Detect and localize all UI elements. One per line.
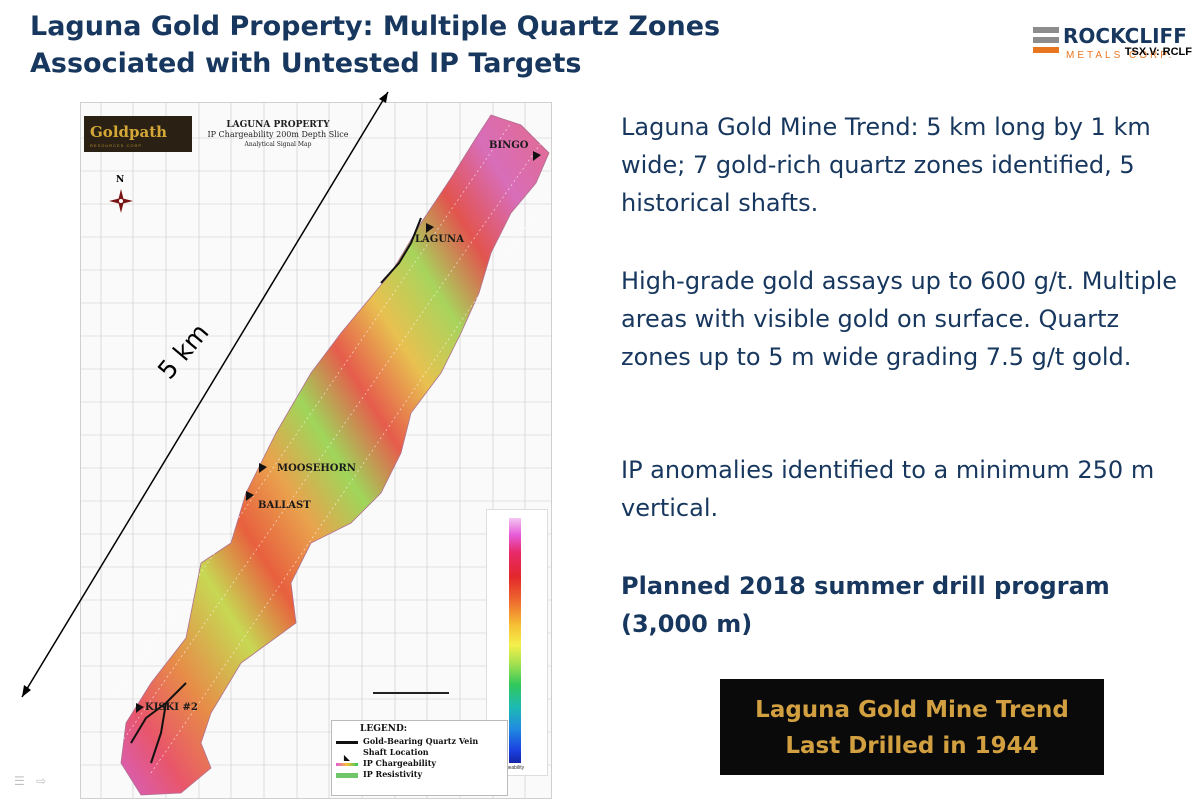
last-drilled-banner: Laguna Gold Mine Trend Last Drilled in 1… [720,679,1104,775]
legend-charge-label: IP Chargeability [363,758,437,768]
ticker-symbol: TSX.V: RCLF [1124,46,1192,58]
label-ballast: BALLAST [258,500,311,511]
legend-charge: IP Chargeability [336,758,436,769]
logo-name: ROCKCLIFF [1063,24,1187,48]
map-title-line3: Analytical Signal Map [244,141,312,148]
goldpath-logo-sub: RESOURCES CORP. [90,143,144,148]
shaft-markers [136,151,541,713]
legend-shaft-label: Shaft Location [363,747,429,757]
label-kiski: KISKI #2 [145,702,198,713]
paragraph-mine-trend: Laguna Gold Mine Trend: 5 km long by 1 k… [621,113,1151,217]
legend-shaft: ◣ Shaft Location [343,747,429,762]
map-title-line2: IP Chargeability 200m Depth Slice [207,130,349,139]
slide-title: Laguna Gold Property: Multiple Quartz Zo… [30,8,830,82]
slide-title-line1: Laguna Gold Property: Multiple Quartz Zo… [30,11,721,42]
slide-nav-controls[interactable]: ☰ ⇨ [14,774,46,788]
slide-title-line2: Associated with Untested IP Targets [30,48,582,79]
map-title: LAGUNA PROPERTY IP Chargeability 200m De… [193,120,363,150]
goldpath-logo-text: Goldpath [90,123,168,141]
legend-resist: IP Resistivity [336,769,422,780]
chargeability-colorbar [509,518,521,763]
rockcliff-logo: ROCKCLIFF METALS CORP. [1030,22,1195,84]
legend-resist-label: IP Resistivity [363,769,423,779]
goldpath-logo: Goldpath RESOURCES CORP. [84,116,192,152]
banner-line1: Laguna Gold Mine Trend [755,697,1069,723]
slide-menu-icon[interactable]: ☰ [14,774,25,788]
label-moosehorn: MOOSEHORN [277,463,356,474]
map-legend: LEGEND: Gold-Bearing Quartz Vein ◣ Shaft … [331,720,508,796]
map-graphic [81,103,551,798]
legend-vein: Gold-Bearing Quartz Vein [336,736,478,747]
map-title-line1: LAGUNA PROPERTY [226,120,330,130]
banner-line2: Last Drilled in 1944 [785,733,1039,759]
chargeability-trend-area [120,114,550,796]
label-laguna: LAGUNA [415,234,464,245]
north-label: N [116,175,125,185]
quartz-veins [130,217,422,764]
logo-subtitle: METALS CORP. [1066,50,1175,61]
colorbar-label: Chargeability [495,765,525,771]
paragraph-drill-program: Planned 2018 summer drill program (3,000… [621,572,1110,638]
paragraph-assays: High-grade gold assays up to 600 g/t. Mu… [621,267,1178,371]
next-slide-arrow-icon[interactable]: ⇨ [36,774,47,788]
paragraph-ip-anomalies: IP anomalies identified to a minimum 250… [621,456,1155,522]
legend-vein-label: Gold-Bearing Quartz Vein [363,736,479,746]
north-arrow-icon [109,189,133,213]
ip-chargeability-map: Goldpath RESOURCES CORP. LAGUNA PROPERTY… [80,102,552,799]
label-bingo: BINGO [489,140,529,151]
legend-heading: LEGEND: [360,724,408,734]
logo-bars-icon [1033,27,1059,57]
